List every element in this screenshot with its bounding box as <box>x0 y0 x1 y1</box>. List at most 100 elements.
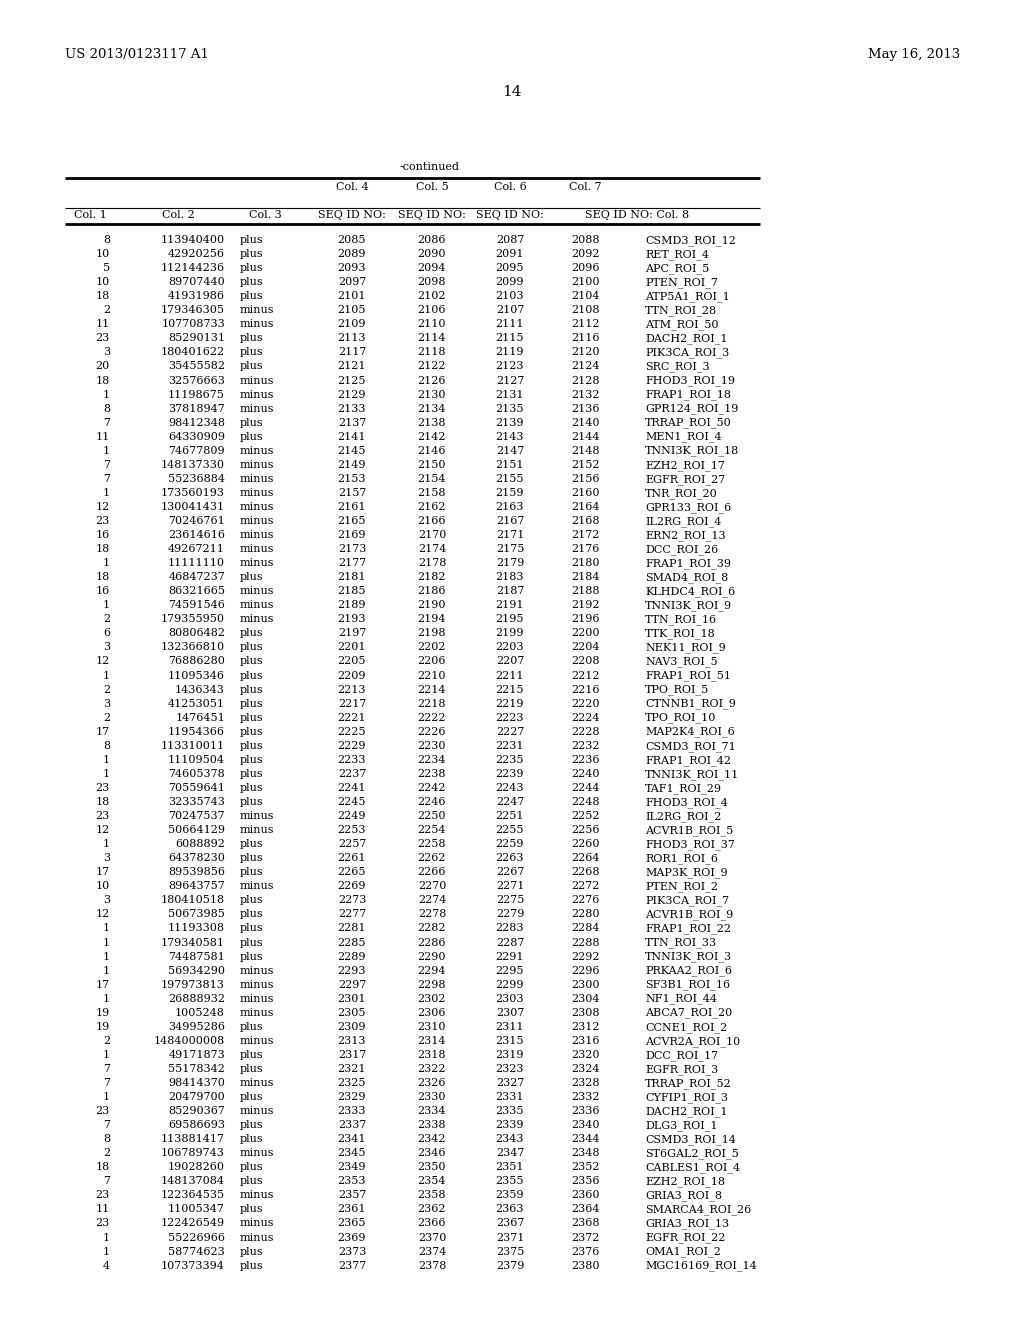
Text: 2221: 2221 <box>338 713 367 723</box>
Text: MAP3K_ROI_9: MAP3K_ROI_9 <box>645 867 728 878</box>
Text: 5: 5 <box>102 263 110 273</box>
Text: 2245: 2245 <box>338 797 367 807</box>
Text: 2201: 2201 <box>338 643 367 652</box>
Text: 132366810: 132366810 <box>161 643 225 652</box>
Text: 70559641: 70559641 <box>168 783 225 793</box>
Text: 1: 1 <box>102 1092 110 1102</box>
Text: 2106: 2106 <box>418 305 446 315</box>
Text: minus: minus <box>240 488 274 498</box>
Text: 12: 12 <box>96 502 110 512</box>
Text: 2323: 2323 <box>496 1064 524 1074</box>
Text: 19: 19 <box>96 1022 110 1032</box>
Text: 2365: 2365 <box>338 1218 367 1229</box>
Text: 26888932: 26888932 <box>168 994 225 1003</box>
Text: 23: 23 <box>96 783 110 793</box>
Text: IL2RG_ROI_2: IL2RG_ROI_2 <box>645 810 721 822</box>
Text: 8: 8 <box>102 741 110 751</box>
Text: plus: plus <box>240 432 263 442</box>
Text: 2124: 2124 <box>570 362 599 371</box>
Text: 2184: 2184 <box>570 572 599 582</box>
Text: 2181: 2181 <box>338 572 367 582</box>
Text: 34995286: 34995286 <box>168 1022 225 1032</box>
Text: 2: 2 <box>102 685 110 694</box>
Text: 7: 7 <box>103 1064 110 1074</box>
Text: 2351: 2351 <box>496 1163 524 1172</box>
Text: 2341: 2341 <box>338 1134 367 1144</box>
Text: 2089: 2089 <box>338 249 367 259</box>
Text: 2218: 2218 <box>418 698 446 709</box>
Text: MEN1_ROI_4: MEN1_ROI_4 <box>645 432 722 442</box>
Text: 11: 11 <box>96 1204 110 1214</box>
Text: 2338: 2338 <box>418 1121 446 1130</box>
Text: 2256: 2256 <box>570 825 599 836</box>
Text: 148137084: 148137084 <box>161 1176 225 1187</box>
Text: plus: plus <box>240 783 263 793</box>
Text: 2289: 2289 <box>338 952 367 961</box>
Text: minus: minus <box>240 305 274 315</box>
Text: 1: 1 <box>102 937 110 948</box>
Text: 1005248: 1005248 <box>175 1007 225 1018</box>
Text: 2099: 2099 <box>496 277 524 288</box>
Text: 2139: 2139 <box>496 417 524 428</box>
Text: 2361: 2361 <box>338 1204 367 1214</box>
Text: 2378: 2378 <box>418 1261 446 1271</box>
Text: 122426549: 122426549 <box>161 1218 225 1229</box>
Text: 2241: 2241 <box>338 783 367 793</box>
Text: SEQ ID NO:: SEQ ID NO: <box>318 210 386 220</box>
Text: 2220: 2220 <box>570 698 599 709</box>
Text: 8: 8 <box>102 1134 110 1144</box>
Text: SMARCA4_ROI_26: SMARCA4_ROI_26 <box>645 1204 752 1216</box>
Text: 2209: 2209 <box>338 671 367 681</box>
Text: 2326: 2326 <box>418 1078 446 1088</box>
Text: SMAD4_ROI_8: SMAD4_ROI_8 <box>645 572 728 583</box>
Text: minus: minus <box>240 1078 274 1088</box>
Text: 2215: 2215 <box>496 685 524 694</box>
Text: CSMD3_ROI_71: CSMD3_ROI_71 <box>645 741 736 751</box>
Text: Col. 4: Col. 4 <box>336 182 369 191</box>
Text: 2175: 2175 <box>496 544 524 554</box>
Text: 2164: 2164 <box>570 502 599 512</box>
Text: 2178: 2178 <box>418 558 446 568</box>
Text: plus: plus <box>240 727 263 737</box>
Text: 10: 10 <box>96 249 110 259</box>
Text: 2107: 2107 <box>496 305 524 315</box>
Text: 2114: 2114 <box>418 334 446 343</box>
Text: 20: 20 <box>96 362 110 371</box>
Text: 8: 8 <box>102 235 110 246</box>
Text: 2301: 2301 <box>338 994 367 1003</box>
Text: 64378230: 64378230 <box>168 853 225 863</box>
Text: 2172: 2172 <box>570 531 599 540</box>
Text: 2219: 2219 <box>496 698 524 709</box>
Text: TNNI3K_ROI_9: TNNI3K_ROI_9 <box>645 601 732 611</box>
Text: 2319: 2319 <box>496 1049 524 1060</box>
Text: 2177: 2177 <box>338 558 367 568</box>
Text: 86321665: 86321665 <box>168 586 225 597</box>
Text: 2123: 2123 <box>496 362 524 371</box>
Text: GRIA3_ROI_8: GRIA3_ROI_8 <box>645 1191 722 1201</box>
Text: 2370: 2370 <box>418 1233 446 1242</box>
Text: 107708733: 107708733 <box>161 319 225 329</box>
Text: 2183: 2183 <box>496 572 524 582</box>
Text: 113881417: 113881417 <box>161 1134 225 1144</box>
Text: 2318: 2318 <box>418 1049 446 1060</box>
Text: 74591546: 74591546 <box>168 601 225 610</box>
Text: 2374: 2374 <box>418 1246 446 1257</box>
Text: 1: 1 <box>102 601 110 610</box>
Text: 18: 18 <box>96 572 110 582</box>
Text: 2310: 2310 <box>418 1022 446 1032</box>
Text: FHOD3_ROI_37: FHOD3_ROI_37 <box>645 840 735 850</box>
Text: plus: plus <box>240 643 263 652</box>
Text: 2255: 2255 <box>496 825 524 836</box>
Text: 2275: 2275 <box>496 895 524 906</box>
Text: 2292: 2292 <box>570 952 599 961</box>
Text: 2291: 2291 <box>496 952 524 961</box>
Text: 11095346: 11095346 <box>168 671 225 681</box>
Text: 6: 6 <box>102 628 110 639</box>
Text: 2307: 2307 <box>496 1007 524 1018</box>
Text: 2086: 2086 <box>418 235 446 246</box>
Text: 2225: 2225 <box>338 727 367 737</box>
Text: 2367: 2367 <box>496 1218 524 1229</box>
Text: 2210: 2210 <box>418 671 446 681</box>
Text: plus: plus <box>240 840 263 849</box>
Text: 69586693: 69586693 <box>168 1121 225 1130</box>
